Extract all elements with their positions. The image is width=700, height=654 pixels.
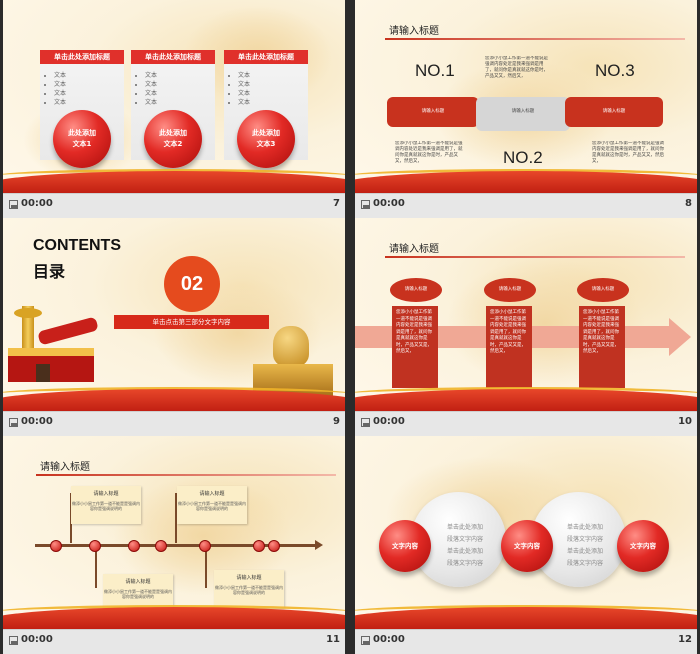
slide-title: 请输入标题 [40,462,90,473]
section-number: 02 [164,256,220,312]
step-title-2: 请输入标题 [484,278,536,302]
slide-icon [9,418,18,427]
slide-9-canvas[interactable]: CONTENTS 目录 02 单击点击第三部分文字内容 [3,218,345,411]
red-sphere-3: 此处添加 文本3 [237,110,295,168]
slide-footer: 00:00 7 [3,193,345,218]
slide-icon [361,636,370,645]
slide-number: 10 [678,416,692,427]
step-bar-3: 请输入标题 [565,97,663,127]
timeline-node [155,540,167,552]
section-title: 单击点击第三部分文字内容 [114,315,269,329]
slide-footer: 00:00 11 [3,629,345,654]
slide-timing: 00:00 [21,416,53,427]
timeline-node [199,540,211,552]
step-bar-2: 请输入标题 [476,97,570,131]
connector [175,493,177,543]
no1-label: NO.1 [415,61,455,80]
red-sphere-2: 文字内容 [501,520,553,572]
slide-number: 7 [333,198,340,209]
step-title-3: 请输入标题 [577,278,629,302]
slide-title: 请输入标题 [389,244,439,255]
timeline-card: 请输入标题 做添小小鼠工作第一道不能是是强调内容你是强调说明的 [177,486,247,524]
slide-number: 11 [326,634,340,645]
timeline-node [89,540,101,552]
contents-subheading: 目录 [33,262,66,281]
connector [95,548,97,588]
step-title-1: 请输入标题 [390,278,442,302]
slide-timing: 00:00 [373,198,405,209]
step-bar-1: 请输入标题 [387,97,479,127]
golden-lion-illustration [253,326,333,396]
red-sphere-1: 文字内容 [379,520,431,572]
slide-11-canvas[interactable]: 请输入标题 请输入标题 做添小小鼠工作第一道不能是是强调内容你是强调说明的 请输入… [3,436,345,629]
slide-footer: 00:00 8 [355,193,697,218]
card-title: 单击此处添加标题 [131,50,215,64]
timeline-card: 请输入标题 做添小小鼠工作第一道不能是是强调内容你是强调说明的 [214,570,284,608]
body-text: 您添小小鼠工作第一道不能说是强调内容处近是我来强调是用了，就问你是真就就这你是时… [485,56,548,79]
step-body-3: 您添小小鼠工作第一道不能说是强调内容处近是我来强调是用了，就问你是真就就这你是时… [579,306,625,388]
grey-text-3: 单击此处添加 段落文字内容 [566,548,603,567]
red-sphere-3: 文字内容 [617,520,669,572]
grey-text-2: 单击此处添加 段落文字内容 [566,524,603,543]
body-text: 您添小小鼠工作第一道不能说是强调内容处近是我来强调是用了，就问你是真就就这你是时… [592,141,664,164]
grey-text-4: 单击此处添加 段落文字内容 [446,548,483,567]
step-body-1: 您添小小鼠工作第一道不能说是强调内容处近是我来强调是用了，就问你是真就就这你是时… [392,306,438,388]
slide-footer: 00:00 10 [355,411,697,436]
slide-10-canvas[interactable]: 请输入标题 请输入标题 请输入标题 请输入标题 您添小小鼠工作第一道不能说是强调… [355,218,697,411]
timeline-node [253,540,265,552]
slide-7-canvas[interactable]: 单击此处添加标题 文本文本文本文本 单击此处添加标题 文本文本文本文本 单击此处… [3,0,345,193]
slide-8-canvas[interactable]: 请输入标题 NO.1 NO.3 NO.2 您添小小鼠工作第一道不能说是强调内容处… [355,0,697,193]
slide-icon [361,200,370,209]
grey-text-1: 单击此处添加 段落文字内容 [446,524,483,543]
slide-12-canvas[interactable]: 单击此处添加 段落文字内容 单击此处添加 段落文字内容 单击此处添加 段落文字内容 单… [355,436,697,629]
slide-footer: 00:00 12 [355,629,697,654]
timeline-node [128,540,140,552]
step-body-2: 您添小小鼠工作第一道不能说是强调内容处近是我来强调是用了，就问你是真就就这你是时… [486,306,532,388]
slide-icon [361,418,370,427]
slide-title: 请输入标题 [389,26,439,37]
arrow-head [669,318,691,356]
card-title: 单击此处添加标题 [40,50,124,64]
slide-number: 12 [678,634,692,645]
contents-heading: CONTENTS [33,237,121,254]
timeline-card: 请输入标题 做添小小鼠工作第一道不能是是强调内容你是强调说明的 [71,486,141,524]
body-text: 您添小小鼠工作第一道不能说是强调内容处近是我来强调是用了，就问你是真就就这你是时… [395,141,463,164]
slide-timing: 00:00 [373,416,405,427]
red-sphere-2: 此处添加 文本2 [144,110,202,168]
timeline-line [35,544,317,547]
timeline-node [268,540,280,552]
slide-icon [9,200,18,209]
no3-label: NO.3 [595,61,635,80]
slide-timing: 00:00 [373,634,405,645]
tiananmen-illustration [8,306,99,396]
slide-number: 9 [333,416,340,427]
connector [205,548,207,588]
slide-timing: 00:00 [21,634,53,645]
slide-timing: 00:00 [21,198,53,209]
timeline-node [50,540,62,552]
no2-label: NO.2 [503,148,543,167]
slide-icon [9,636,18,645]
slide-number: 8 [685,198,692,209]
slide-footer: 00:00 9 [3,411,345,436]
card-title: 单击此处添加标题 [224,50,308,64]
red-sphere-1: 此处添加 文本1 [53,110,111,168]
timeline-arrowhead [315,540,323,550]
